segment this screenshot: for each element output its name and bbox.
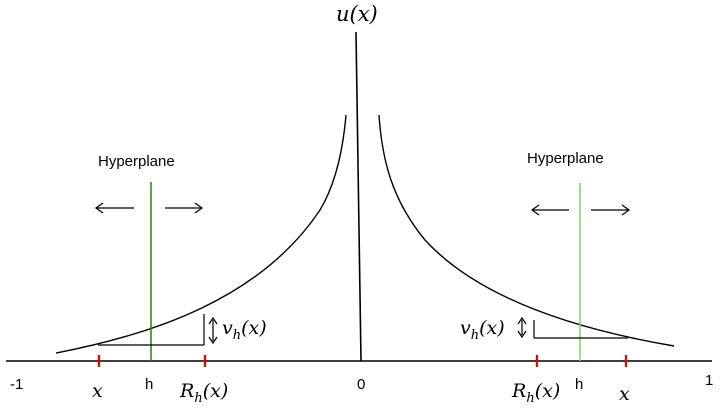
x-axis-right-end-label: 1: [705, 372, 713, 389]
right-hyperplane-left-arrow-icon: [530, 204, 569, 216]
left-hyperplane-label: Hyperplane: [98, 153, 175, 170]
left-hyperplane-right-arrow-icon: [165, 202, 204, 214]
right-h-label: h: [575, 376, 583, 393]
right-reflection-label: Rh(x): [511, 380, 560, 406]
left-gap-label: vh(x): [222, 317, 267, 343]
x-axis-left-end-label: -1: [10, 376, 23, 393]
right-gap-bracket: [533, 320, 628, 339]
y-axis-label: u(x): [336, 2, 378, 26]
left-reflection-label: Rh(x): [179, 380, 228, 406]
left-curve: [55, 114, 347, 354]
x-axis-origin-label: 0: [357, 376, 365, 393]
left-hyperplane-left-arrow-icon: [94, 202, 134, 214]
right-hyperplane-right-arrow-icon: [591, 204, 631, 216]
left-h-label: h: [145, 376, 153, 393]
left-gap-double-arrow-icon: [208, 316, 218, 345]
left-gap-bracket: [98, 314, 205, 346]
right-hyperplane-label: Hyperplane: [527, 150, 604, 167]
y-axis: [355, 31, 362, 362]
right-curve: [378, 114, 675, 347]
right-gap-label: vh(x): [460, 317, 505, 343]
right-x-label: x: [619, 383, 630, 405]
left-x-label: x: [92, 380, 103, 402]
right-gap-double-arrow-icon: [517, 316, 527, 339]
